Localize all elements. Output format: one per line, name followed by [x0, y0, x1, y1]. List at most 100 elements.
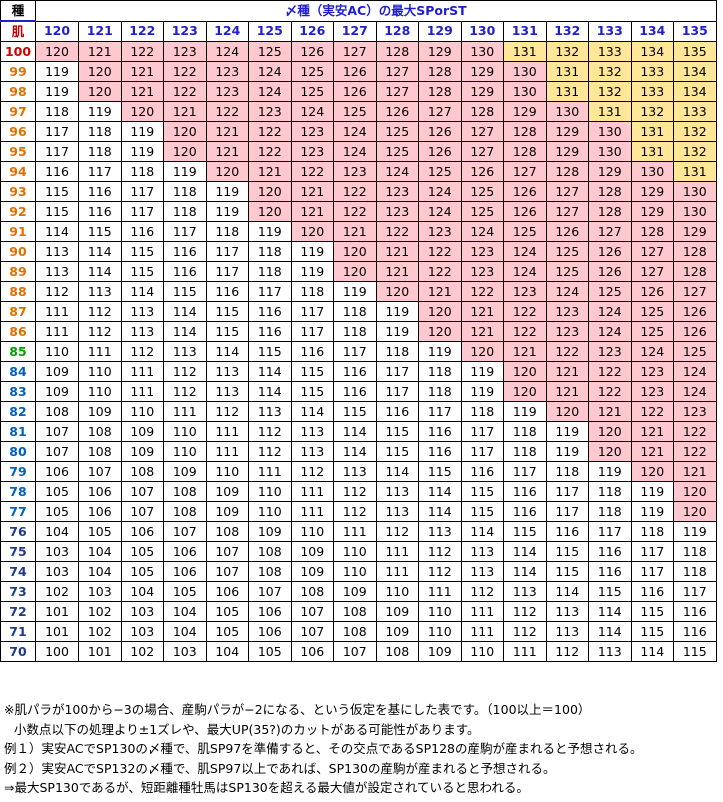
table-cell: 128	[545, 161, 589, 182]
table-cell: 127	[375, 61, 419, 82]
table-cell: 113	[248, 401, 292, 422]
table-cell: 108	[290, 581, 334, 602]
table-cell: 115	[290, 361, 334, 382]
table-cell: 110	[78, 361, 122, 382]
table-cell: 115	[375, 421, 419, 442]
table-cell: 128	[630, 221, 674, 242]
column-header: 121	[78, 20, 122, 42]
table-cell: 107	[290, 601, 334, 622]
table-cell: 108	[120, 461, 164, 482]
table-cell: 126	[673, 321, 717, 342]
table-cell: 126	[333, 61, 377, 82]
row-header: 81	[0, 421, 36, 442]
table-cell: 110	[290, 521, 334, 542]
table-cell: 128	[375, 41, 419, 62]
table-cell: 127	[588, 221, 632, 242]
table-cell: 114	[630, 641, 674, 662]
table-cell: 106	[120, 521, 164, 542]
table-cell: 116	[460, 461, 504, 482]
table-cell: 132	[588, 81, 632, 102]
column-header: 131	[503, 20, 547, 42]
table-cell: 109	[163, 461, 207, 482]
table-cell: 120	[205, 161, 249, 182]
table-cell: 114	[588, 621, 632, 642]
table-cell: 125	[290, 61, 334, 82]
table-cell: 121	[205, 141, 249, 162]
table-cell: 119	[290, 261, 334, 282]
table-cell: 116	[248, 321, 292, 342]
table-row: 72 101 102 103 104 105 106 107 108 109 110 111 112 11…	[0, 601, 717, 622]
table-cell: 120	[120, 101, 164, 122]
table-cell: 119	[290, 241, 334, 262]
table-cell: 127	[460, 121, 504, 142]
column-header: 134	[630, 20, 674, 42]
column-header: 130	[460, 20, 504, 42]
table-cell: 123	[375, 181, 419, 202]
table-row: 73 102 103 104 105 106 107 108 109 110 111 112 113 11…	[0, 581, 717, 602]
table-cell: 123	[460, 261, 504, 282]
table-cell: 116	[290, 341, 334, 362]
table-cell: 130	[503, 81, 547, 102]
table-cell: 120	[503, 381, 547, 402]
table-cell: 121	[375, 261, 419, 282]
table-cell: 121	[673, 461, 717, 482]
table-cell: 106	[78, 501, 122, 522]
table-cell: 119	[375, 301, 419, 322]
table-cell: 120	[460, 341, 504, 362]
table-cell: 118	[120, 161, 164, 182]
table-cell: 108	[333, 601, 377, 622]
row-header: 90	[0, 241, 36, 262]
table-cell: 110	[248, 481, 292, 502]
table-cell: 122	[163, 81, 207, 102]
table-cell: 122	[545, 341, 589, 362]
row-header: 92	[0, 201, 36, 222]
table-cell: 122	[418, 241, 462, 262]
table-cell: 114	[163, 321, 207, 342]
table-cell: 124	[588, 321, 632, 342]
table-cell: 113	[545, 601, 589, 622]
table-cell: 114	[248, 361, 292, 382]
table-cell: 128	[503, 141, 547, 162]
table-cell: 123	[460, 241, 504, 262]
note-line: ※肌パラが100から−3の場合、産駒パラが−2になる、という仮定を基にした表です…	[4, 702, 591, 717]
table-cell: 120	[248, 201, 292, 222]
table-cell: 119	[588, 461, 632, 482]
table-cell: 104	[35, 521, 79, 542]
table-cell: 122	[248, 141, 292, 162]
table-cell: 112	[163, 361, 207, 382]
table-cell: 116	[78, 201, 122, 222]
table-cell: 117	[163, 221, 207, 242]
table-cell: 107	[205, 561, 249, 582]
row-header: 75	[0, 541, 36, 562]
table-cell: 120	[588, 441, 632, 462]
table-cell: 114	[163, 301, 207, 322]
table-cell: 123	[545, 321, 589, 342]
table-cell: 123	[588, 341, 632, 362]
table-cell: 114	[205, 341, 249, 362]
table-cell: 120	[418, 301, 462, 322]
table-cell: 109	[78, 401, 122, 422]
table-cell: 131	[545, 61, 589, 82]
table-cell: 112	[460, 581, 504, 602]
column-header: 133	[588, 20, 632, 42]
table-cell: 111	[375, 541, 419, 562]
table-cell: 128	[588, 201, 632, 222]
table-cell: 117	[460, 421, 504, 442]
table-cell: 122	[673, 441, 717, 462]
table-cell: 115	[375, 441, 419, 462]
table-cell: 119	[35, 61, 79, 82]
table-cell: 133	[630, 81, 674, 102]
table-cell: 133	[630, 61, 674, 82]
table-cell: 117	[248, 281, 292, 302]
table-cell: 117	[375, 381, 419, 402]
table-cell: 116	[503, 501, 547, 522]
table-cell: 107	[248, 581, 292, 602]
table-cell: 122	[375, 221, 419, 242]
table-cell: 126	[460, 161, 504, 182]
table-cell: 129	[503, 101, 547, 122]
table-cell: 130	[673, 201, 717, 222]
table-cell: 114	[35, 221, 79, 242]
table-cell: 105	[35, 501, 79, 522]
table-cell: 124	[460, 221, 504, 242]
